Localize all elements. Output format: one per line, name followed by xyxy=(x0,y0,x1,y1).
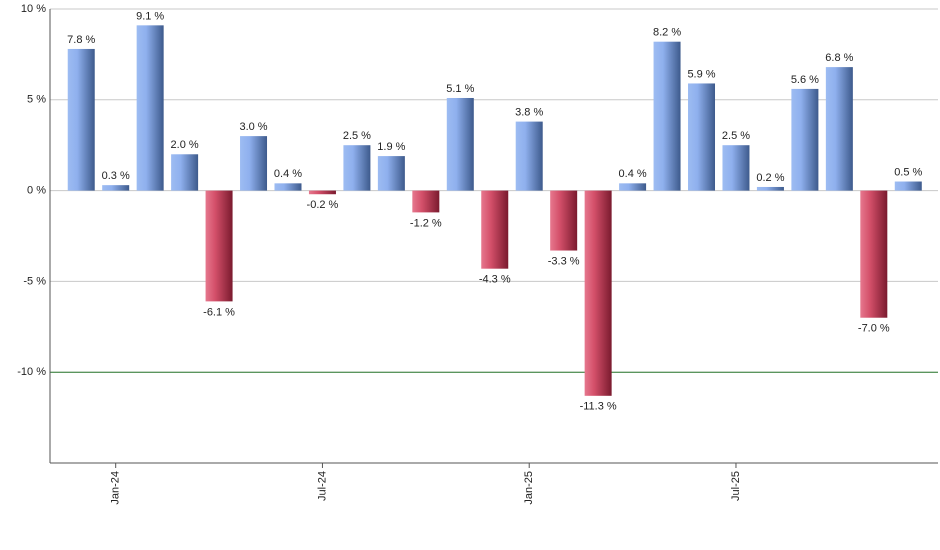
value-label: 1.9 % xyxy=(377,141,405,153)
bar xyxy=(481,190,509,269)
value-label: 0.3 % xyxy=(102,170,130,182)
bar xyxy=(240,136,268,191)
bar xyxy=(515,121,543,191)
value-label: 2.0 % xyxy=(171,139,199,151)
value-label: -1.2 % xyxy=(410,217,442,229)
bar xyxy=(308,190,336,195)
y-tick-label: 10 % xyxy=(21,3,46,15)
bar xyxy=(343,145,371,191)
y-tick-label: 5 % xyxy=(27,94,46,106)
value-label: 2.5 % xyxy=(722,130,750,142)
y-tick-label: -5 % xyxy=(23,275,46,287)
value-label: -4.3 % xyxy=(479,274,511,286)
x-tick-label: Jul-24 xyxy=(316,471,328,501)
value-label: -0.2 % xyxy=(307,199,339,211)
bar xyxy=(102,185,130,191)
value-label: 7.8 % xyxy=(67,34,95,46)
bar xyxy=(825,67,853,191)
value-label: 3.0 % xyxy=(239,121,267,133)
value-label: -6.1 % xyxy=(203,306,235,318)
bar xyxy=(274,183,302,191)
value-label: 2.5 % xyxy=(343,130,371,142)
value-label: 9.1 % xyxy=(136,10,164,22)
value-label: 0.4 % xyxy=(274,168,302,180)
x-tick-label: Jan-25 xyxy=(523,471,535,505)
bar xyxy=(860,190,888,318)
value-label: -7.0 % xyxy=(858,323,890,335)
bar xyxy=(136,25,164,191)
bar xyxy=(205,190,233,302)
x-tick-label: Jan-24 xyxy=(110,471,122,505)
bar xyxy=(67,48,95,191)
value-label: 3.8 % xyxy=(515,106,543,118)
bar xyxy=(756,186,784,191)
bar xyxy=(688,83,716,191)
bar xyxy=(894,181,922,191)
bar xyxy=(171,154,199,191)
y-tick-label: -10 % xyxy=(17,366,46,378)
value-label: 5.9 % xyxy=(687,68,715,80)
bar xyxy=(584,190,612,396)
bar xyxy=(791,88,819,191)
bar xyxy=(653,41,681,191)
value-label: -11.3 % xyxy=(580,401,617,413)
value-label: 5.6 % xyxy=(791,74,819,86)
value-label: 0.4 % xyxy=(619,168,647,180)
value-label: 5.1 % xyxy=(446,83,474,95)
bar xyxy=(377,156,405,191)
value-label: 0.5 % xyxy=(894,166,922,178)
value-label: 8.2 % xyxy=(653,27,681,39)
bar xyxy=(550,190,578,251)
value-label: 0.2 % xyxy=(756,172,784,184)
bar xyxy=(412,190,440,213)
value-label: -3.3 % xyxy=(548,255,580,267)
bar xyxy=(619,183,647,191)
x-tick-label: Jul-25 xyxy=(730,471,742,501)
y-tick-label: 0 % xyxy=(27,185,46,197)
bar xyxy=(722,145,750,191)
bar xyxy=(446,97,474,191)
value-label: 6.8 % xyxy=(825,52,853,64)
